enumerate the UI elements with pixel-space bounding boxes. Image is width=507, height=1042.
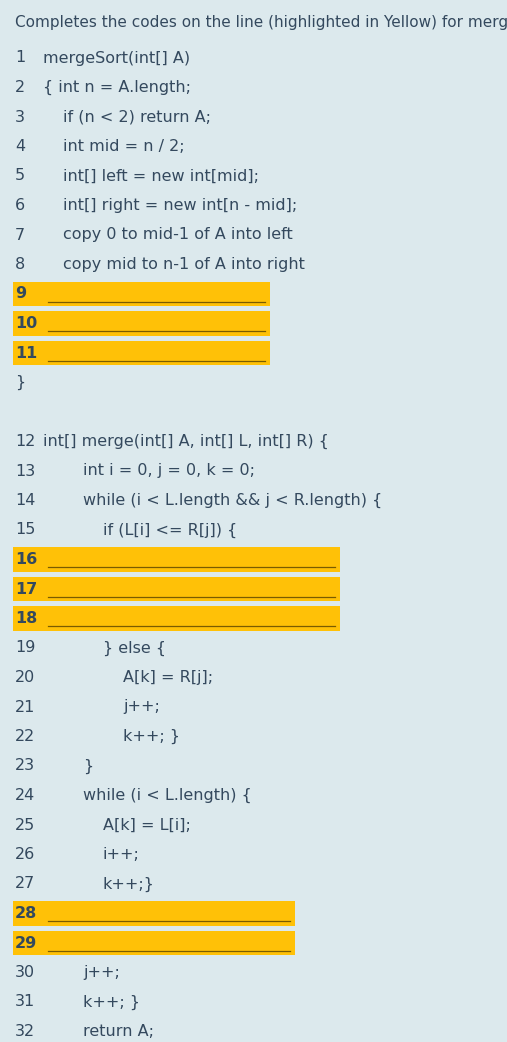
Text: 24: 24 (15, 788, 35, 803)
Text: A[k] = L[i];: A[k] = L[i]; (103, 818, 191, 833)
Text: 3: 3 (15, 109, 25, 124)
Text: j++;: j++; (83, 965, 120, 979)
Text: }: } (15, 375, 25, 390)
Bar (13, 901, 295, 925)
Text: k++;}: k++;} (103, 876, 155, 892)
Bar (13, 312, 270, 336)
Text: 10: 10 (15, 316, 37, 331)
Text: 8: 8 (15, 257, 25, 272)
Text: int[] left = new int[mid];: int[] left = new int[mid]; (63, 169, 259, 183)
Text: 28: 28 (15, 905, 37, 921)
Text: 14: 14 (15, 493, 35, 508)
Text: i++;: i++; (103, 847, 140, 862)
Text: int i = 0, j = 0, k = 0;: int i = 0, j = 0, k = 0; (83, 464, 255, 478)
Text: while (i < L.length && j < R.length) {: while (i < L.length && j < R.length) { (83, 493, 382, 508)
Text: 20: 20 (15, 670, 35, 685)
Text: return A;: return A; (83, 1024, 154, 1039)
Text: if (L[i] <= R[j]) {: if (L[i] <= R[j]) { (103, 522, 237, 538)
Text: 6: 6 (15, 198, 25, 213)
Text: 2: 2 (15, 80, 25, 95)
Text: 31: 31 (15, 994, 35, 1010)
Text: { int n = A.length;: { int n = A.length; (43, 80, 191, 95)
Text: 29: 29 (15, 936, 37, 950)
Text: if (n < 2) return A;: if (n < 2) return A; (63, 109, 211, 124)
Text: 15: 15 (15, 522, 35, 538)
Text: 4: 4 (15, 139, 25, 154)
Text: int[] right = new int[n - mid];: int[] right = new int[n - mid]; (63, 198, 297, 213)
Bar (13, 577, 340, 601)
Text: 19: 19 (15, 641, 35, 655)
Text: while (i < L.length) {: while (i < L.length) { (83, 788, 252, 803)
Text: 22: 22 (15, 729, 35, 744)
Text: copy mid to n-1 of A into right: copy mid to n-1 of A into right (63, 257, 305, 272)
Bar (13, 606, 340, 630)
Text: 32: 32 (15, 1024, 35, 1039)
Text: 23: 23 (15, 759, 35, 773)
Text: } else {: } else { (103, 641, 166, 655)
Text: 26: 26 (15, 847, 35, 862)
Text: copy 0 to mid-1 of A into left: copy 0 to mid-1 of A into left (63, 227, 293, 243)
Text: 7: 7 (15, 227, 25, 243)
Text: j++;: j++; (123, 699, 160, 715)
Bar (13, 547, 340, 572)
Text: }: } (83, 759, 93, 773)
Text: int[] merge(int[] A, int[] L, int[] R) {: int[] merge(int[] A, int[] L, int[] R) { (43, 433, 329, 449)
Text: 12: 12 (15, 435, 35, 449)
Text: 1: 1 (15, 50, 25, 66)
Text: 16: 16 (15, 552, 37, 567)
Text: 17: 17 (15, 581, 37, 596)
Text: 21: 21 (15, 699, 35, 715)
Text: mergeSort(int[] A): mergeSort(int[] A) (43, 50, 190, 66)
Text: 18: 18 (15, 611, 37, 626)
Text: Completes the codes on the line (highlighted in Yellow) for merge sort.: Completes the codes on the line (highlig… (15, 15, 507, 30)
Text: 13: 13 (15, 464, 35, 478)
Bar (13, 282, 270, 306)
Text: 30: 30 (15, 965, 35, 979)
Text: int mid = n / 2;: int mid = n / 2; (63, 139, 185, 154)
Text: A[k] = R[j];: A[k] = R[j]; (123, 670, 213, 685)
Text: k++; }: k++; } (123, 729, 180, 744)
Text: 5: 5 (15, 169, 25, 183)
Text: k++; }: k++; } (83, 994, 140, 1010)
Bar (13, 341, 270, 365)
Bar (13, 931, 295, 956)
Text: 11: 11 (15, 346, 37, 361)
Text: 9: 9 (15, 287, 26, 301)
Text: 25: 25 (15, 818, 35, 833)
Text: 27: 27 (15, 876, 35, 892)
